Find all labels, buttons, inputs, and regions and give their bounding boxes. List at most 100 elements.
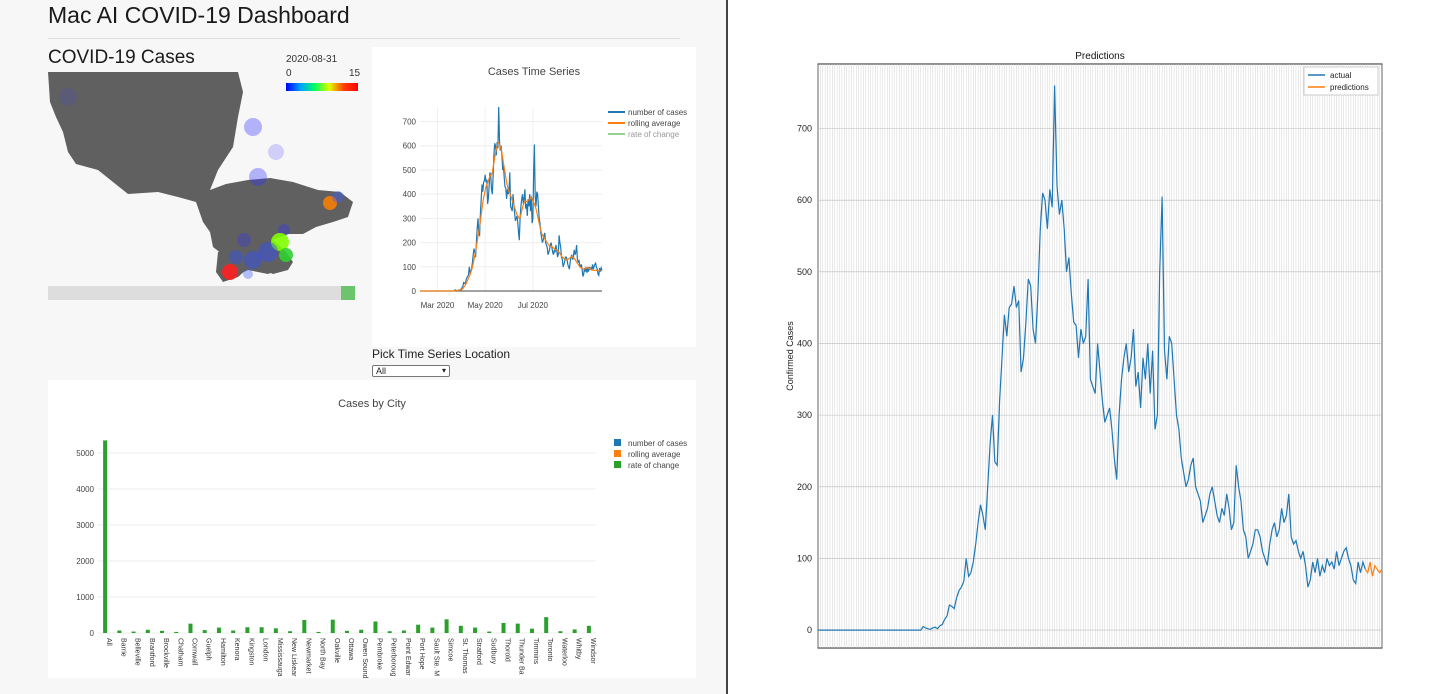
map-marker[interactable] [222,264,238,280]
legend-label: number of cases [628,108,687,117]
bar-barrie [117,630,122,633]
colorbar-max: 15 [349,68,361,79]
date-slider-handle[interactable] [341,286,355,300]
bar-windsor [586,625,591,633]
x-tick-label: Pembroke [375,638,382,670]
legend-label: number of cases [628,439,687,448]
map-marker[interactable] [59,88,77,106]
legend-swatch [614,439,621,446]
legend-label: rolling average [628,450,681,459]
ontario-map[interactable] [48,62,358,302]
x-tick-label: Thunder Ba [518,638,525,675]
chart-title: Predictions [1075,51,1124,62]
y-tick-label: 400 [403,190,417,199]
bar-timmins [529,628,534,633]
y-tick-label: 700 [797,123,812,133]
y-tick-label: 100 [797,553,812,563]
y-tick-label: 4000 [76,485,94,494]
y-tick-label: 500 [797,267,812,277]
bar-thorold [501,622,506,633]
map-marker[interactable] [229,250,243,264]
x-tick-label: Timmins [532,638,539,665]
predictions-figure: 0 100 200 300 400 500 600 700 Predictions Confirm… [768,40,1408,675]
map-marker[interactable] [243,269,253,279]
bar-whitby [572,629,577,633]
x-tick-label: Belleville [134,638,141,666]
colorbar-date: 2020-08-31 [286,54,338,65]
x-tick-label: Whitby [575,638,582,660]
time-series-chart: Cases Time Series 0 100 200 300 400 500 600 700 M… [403,66,688,310]
x-tick-label: All [105,638,112,646]
y-tick-label: 0 [807,625,812,635]
location-select-value: All [376,366,387,376]
dashboard-window: Mac AI COVID-19 Dashboard COVID-19 Cases… [48,0,728,694]
bar-kenora [231,630,236,633]
x-tick-label: Hamilton [219,638,226,666]
bar-guelph [202,630,207,633]
bar-waterloo [558,631,563,633]
map-marker[interactable] [237,233,251,247]
x-tick-label: Port Hope [418,638,425,670]
y-tick-label: 600 [403,142,417,151]
x-tick-label: Point Edwar [404,638,411,676]
bar-north-bay [316,631,321,633]
x-tick-label: Brantford [148,638,155,667]
series-line-rolling-average [420,141,601,292]
title-divider [48,38,680,39]
x-tick-label: Peterboroug [390,638,397,677]
chart-title: Cases by City [338,398,406,410]
x-tick-label: New Liskear [290,638,297,677]
map-marker[interactable] [279,248,293,262]
map-marker[interactable] [271,233,289,251]
map-marker[interactable] [249,168,267,186]
x-tick-label: Brockville [162,638,169,668]
x-tick-label: St. Thomas [461,638,468,674]
map-marker[interactable] [332,191,344,203]
chart-title: Cases Time Series [488,66,581,78]
y-tick-label: 100 [403,263,417,272]
cases-by-city-chart: Cases by City 0 1000 2000 3000 4000 5000 All Bar… [76,398,687,679]
map-marker[interactable] [323,196,337,210]
bar-peterboroug [387,631,392,633]
map-marker[interactable] [244,118,262,136]
y-tick-label: 600 [797,195,812,205]
y-tick-label: 700 [403,118,417,127]
x-tick-label: London [262,638,269,661]
bar-mississauga [273,628,278,633]
x-tick-label: Sudbury [489,638,496,665]
y-tick-label: 1000 [76,593,94,602]
map-marker[interactable] [278,224,290,236]
bar-point-edwar [401,630,406,633]
x-tick-label: Kenora [233,638,240,661]
x-tick-label: Mar 2020 [421,301,455,310]
x-tick-label: Windsor [589,638,596,664]
x-tick-label: Guelph [205,638,212,661]
y-axis-label: Confirmed Cases [785,321,795,391]
location-select[interactable]: All ▾ [372,365,450,377]
bar-sudbury [487,631,492,633]
map-marker[interactable] [244,251,262,269]
bar-pembroke [373,621,378,633]
bar-kingston [245,627,250,633]
x-tick-label: Owen Sound [361,638,368,678]
chevron-down-icon: ▾ [441,366,446,375]
legend-swatch [614,461,621,468]
bar-cornwall [188,623,193,633]
x-tick-label: Oakville [333,638,340,663]
legend-label: predictions [1330,83,1369,92]
map-marker[interactable] [258,242,278,262]
bar-toronto [544,617,549,633]
legend-box [1303,66,1379,96]
bar-oakville [330,619,335,633]
series-line-actual [818,85,1366,631]
map-marker[interactable] [268,144,284,160]
x-tick-label: Mississauga [276,638,283,677]
x-tick-label: Newmarket [304,638,311,673]
x-tick-label: Barrie [119,638,126,657]
bar-new-liskear [288,631,293,633]
x-tick-label: Sault Ste. M [432,638,439,676]
colorbar-min: 0 [286,68,292,79]
date-slider-track[interactable] [48,286,355,300]
pick-location-label: Pick Time Series Location [372,347,511,361]
bar-owen-sound [359,629,364,633]
